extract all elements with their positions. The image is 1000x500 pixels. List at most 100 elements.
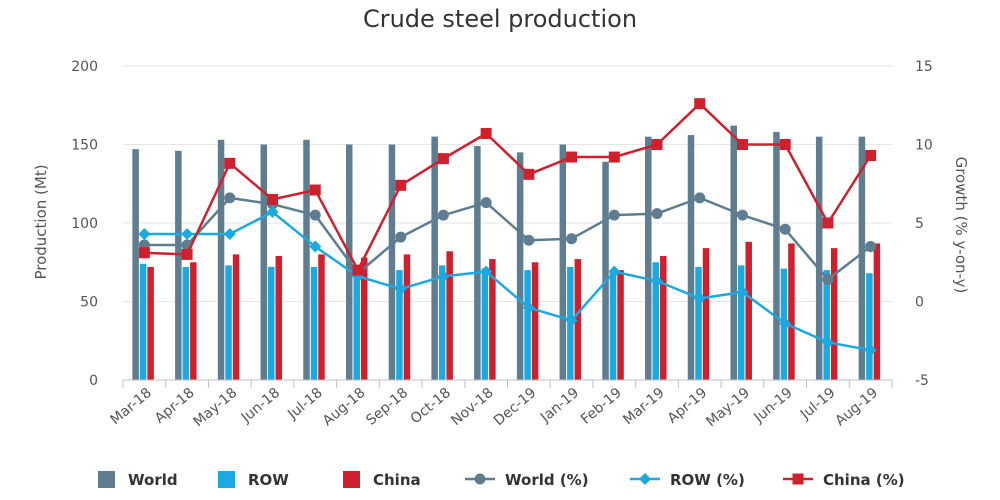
x-tick-label: Jan-19 [537,385,582,426]
point-world-growth [480,197,492,209]
bar-row [310,266,318,380]
bar-china [403,254,411,380]
y2-tick-label: 15 [915,59,933,75]
legend-label: World [128,471,178,489]
bar-row [524,270,531,380]
bar-china [318,254,325,380]
bar-row [609,270,617,380]
bar-row [695,266,702,380]
bar-world [217,139,225,380]
point-row-growth [693,292,706,305]
point-world-growth [779,223,791,235]
point-china-growth [651,139,663,150]
point-world-growth [224,192,236,204]
point-china-growth [224,157,236,169]
point-world-growth [865,241,877,253]
axes: 050100150200-5051015Mar-18Apr-18May-18Ju… [71,59,933,430]
bar-row [139,263,147,380]
bar-row [737,265,745,380]
bar-china [147,266,154,380]
y-tick-label: 0 [89,373,98,389]
x-tick-label: Apr-19 [665,385,711,427]
x-tick-label: Apr-18 [152,385,198,427]
y-tick-label: 200 [71,59,98,75]
bar-china [788,243,795,380]
point-row-growth [266,206,279,219]
bar-world [260,144,268,380]
bar-world [431,136,438,380]
chart-title: Crude steel production [363,5,637,33]
bar-china [489,259,496,380]
x-tick-label: Jun-18 [238,385,283,427]
bar-world [730,125,737,380]
growth-lines [138,98,877,357]
legend-marker-row [639,473,651,485]
point-row-growth [138,227,151,240]
bar-row [481,268,489,380]
point-china-growth [865,149,877,161]
line-world-growth [144,196,872,281]
bar-world [645,136,652,380]
point-china-growth [566,151,578,163]
bar-row [866,273,873,380]
point-world-growth [694,192,706,204]
point-china-growth [608,151,620,163]
bar-world [858,136,866,380]
bar-china [574,259,582,380]
y-tick-label: 150 [71,138,98,154]
point-world-growth [736,209,748,221]
point-world-growth [309,209,321,221]
point-china-growth [267,193,279,205]
bar-china [830,248,838,380]
bar-row [396,270,403,380]
point-row-growth [394,282,407,295]
legend-swatch-china [343,471,360,488]
bar-world [687,135,695,380]
point-china-growth [480,128,492,140]
point-world-growth [523,234,535,246]
y2-axis-label: Growth (% y-on-y) [952,157,970,294]
bar-world [559,144,567,380]
x-tick-label: Aug-19 [832,385,881,430]
x-tick-label: Feb-19 [578,385,625,428]
line-row-growth [144,210,871,352]
point-china-growth [138,247,150,259]
x-tick-label: Aug-18 [320,385,369,430]
y-tick-label: 50 [80,295,98,311]
point-row-growth [651,275,664,288]
bar-china [190,262,197,380]
x-tick-label: Jun-19 [750,385,795,427]
point-world-growth [395,231,407,243]
legend-label: World (%) [505,471,589,489]
bar-china [360,257,368,380]
point-row-growth [522,301,535,314]
point-china-growth [779,139,791,150]
bar-world [303,139,310,380]
legend-marker-world [474,473,486,485]
bar-row [268,266,275,380]
bar-world [175,150,182,380]
legend-label: China [373,471,421,489]
point-row-growth [864,344,877,357]
bar-china [617,270,624,380]
point-row-growth [779,317,792,330]
point-row-growth [608,265,621,278]
x-tick-label: Mar-18 [108,385,155,428]
bar-row [438,265,446,380]
point-row-growth [736,286,749,299]
legend-marker-china [792,473,804,485]
point-row-growth [223,227,236,240]
point-row-growth [181,227,194,240]
x-tick-label: Nov-18 [448,385,496,429]
legend-label: ROW [248,471,289,489]
point-world-growth [822,274,834,286]
bar-world [388,144,396,380]
bar-world [815,136,823,380]
bar-row [353,268,360,380]
point-china-growth [352,264,364,276]
legend-swatch-row [218,471,235,488]
bar-china [531,262,539,380]
y-tick-label: 100 [71,216,98,232]
x-tick-label: May-18 [191,385,241,430]
